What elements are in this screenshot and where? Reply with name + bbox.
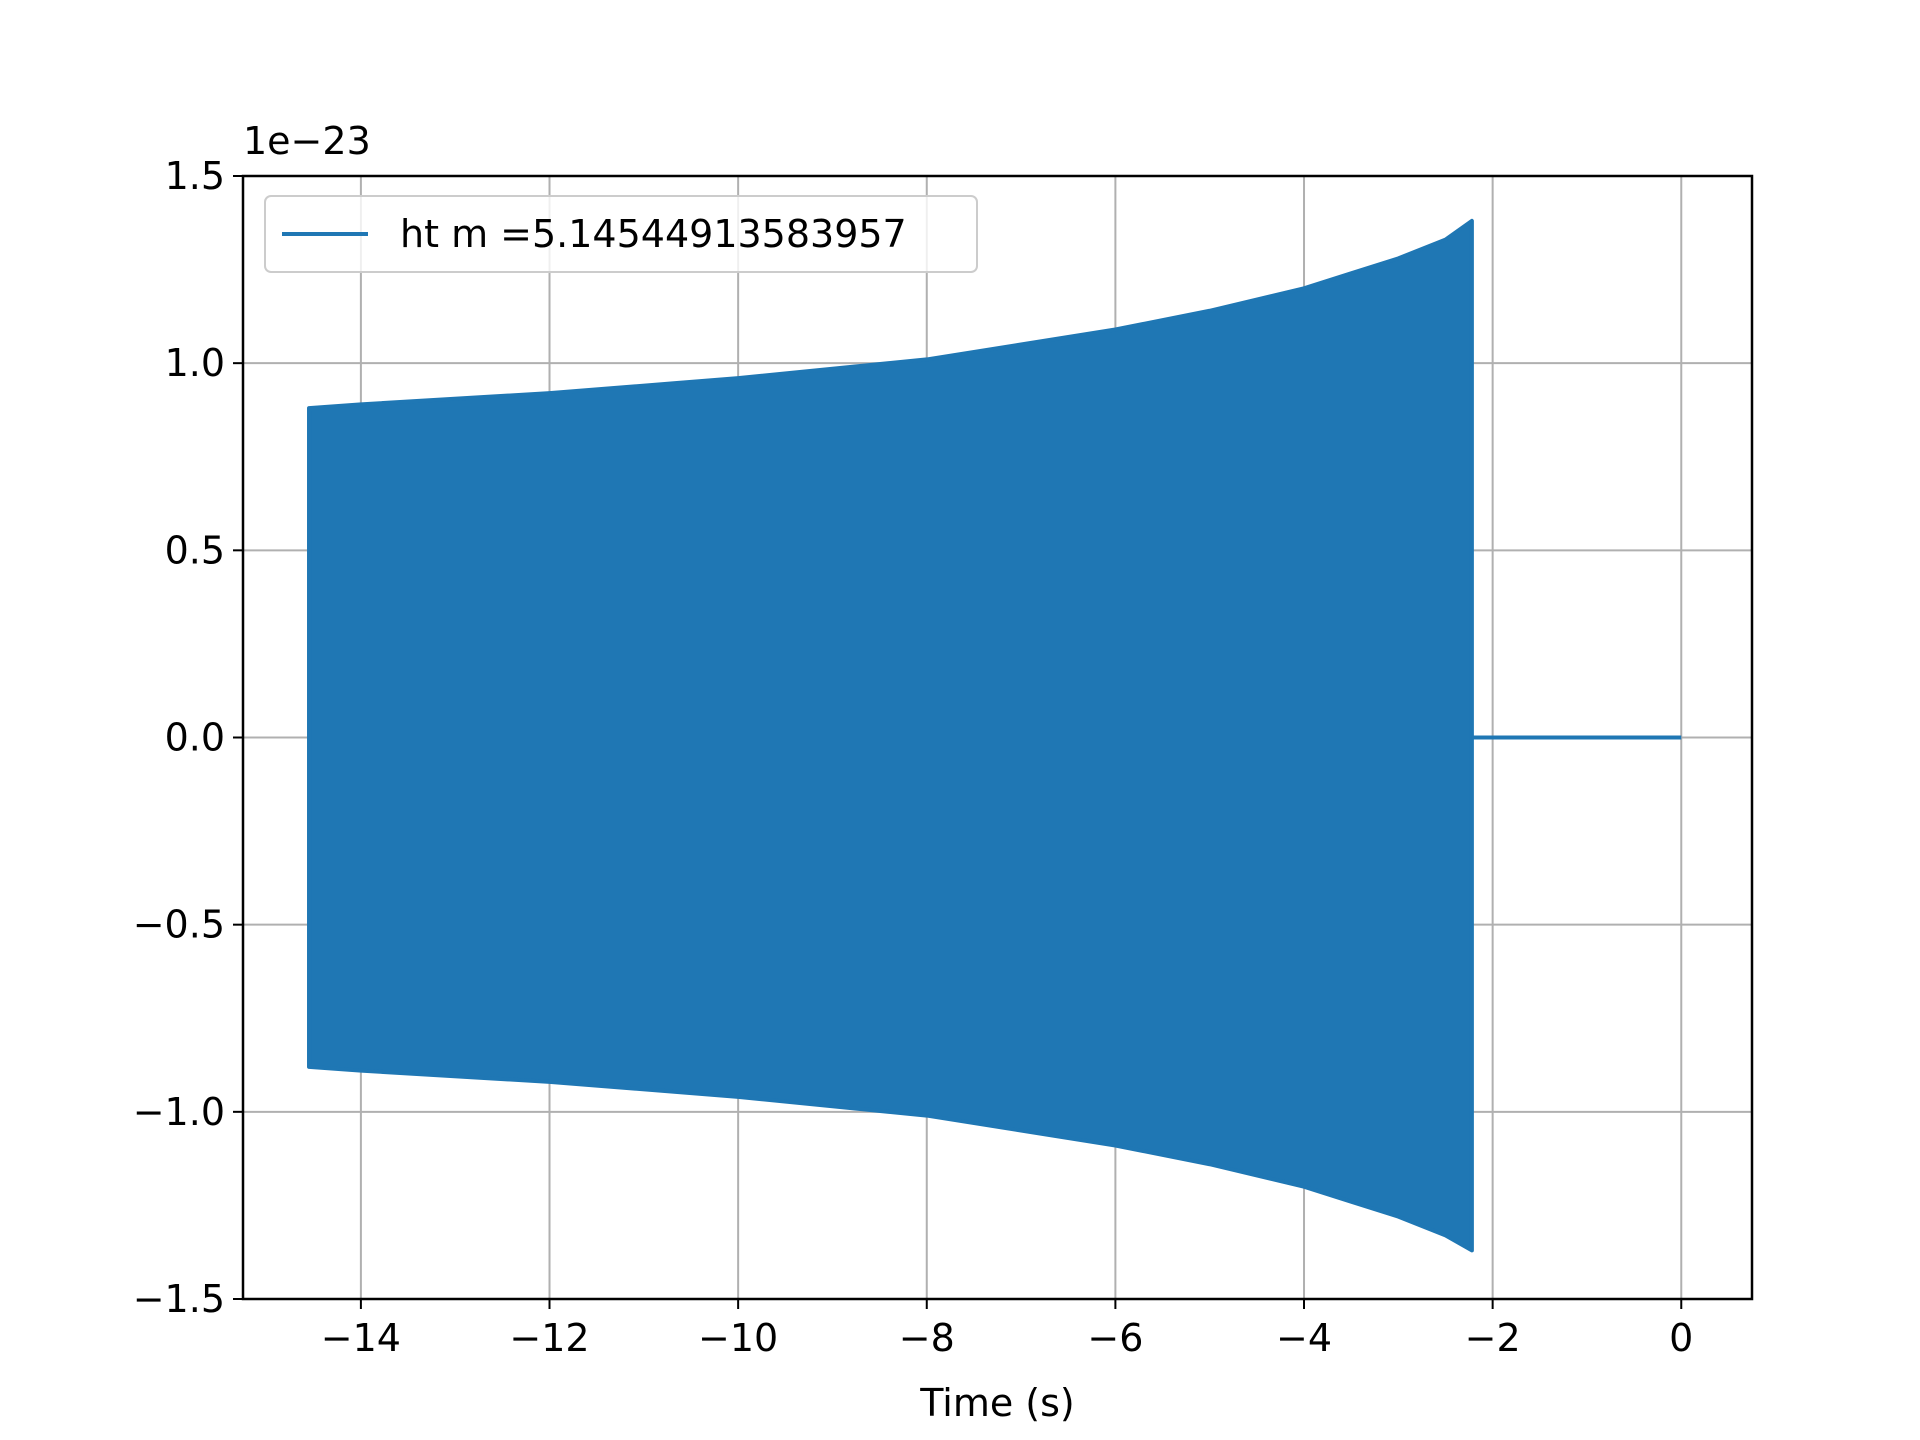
y-tick-label: 0.5	[165, 528, 225, 572]
y-tick-label: −0.5	[133, 903, 225, 947]
plot-area	[307, 218, 1682, 1253]
x-tick-label: −4	[1276, 1316, 1332, 1360]
legend-label: ht m =5.14544913583957	[400, 212, 907, 256]
legend: ht m =5.14544913583957	[264, 195, 978, 273]
y-offset-text: 1e−23	[243, 119, 371, 163]
legend-box	[264, 195, 978, 273]
x-tick-label: −2	[1465, 1316, 1521, 1360]
y-tick-label: −1.0	[133, 1090, 225, 1134]
y-tick-label: 1.0	[165, 341, 225, 385]
x-tick-label: 0	[1669, 1316, 1693, 1360]
x-tick-label: −6	[1087, 1316, 1143, 1360]
y-tick-label: 1.5	[165, 154, 225, 198]
y-tick-label: 0.0	[165, 716, 225, 760]
x-tick-label: −14	[321, 1316, 401, 1360]
x-tick-label: −12	[509, 1316, 589, 1360]
x-axis-title: Time (s)	[919, 1381, 1075, 1425]
y-tick-label: −1.5	[133, 1277, 225, 1321]
x-tick-label: −8	[899, 1316, 955, 1360]
ticks: −14 −12 −10 −8 −6 −4 −2 0 −1.5 −1.0 −0.5 0.0 0.5 1.0 1…	[133, 154, 1694, 1360]
x-tick-label: −10	[698, 1316, 778, 1360]
waveform-envelope	[307, 218, 1474, 1253]
